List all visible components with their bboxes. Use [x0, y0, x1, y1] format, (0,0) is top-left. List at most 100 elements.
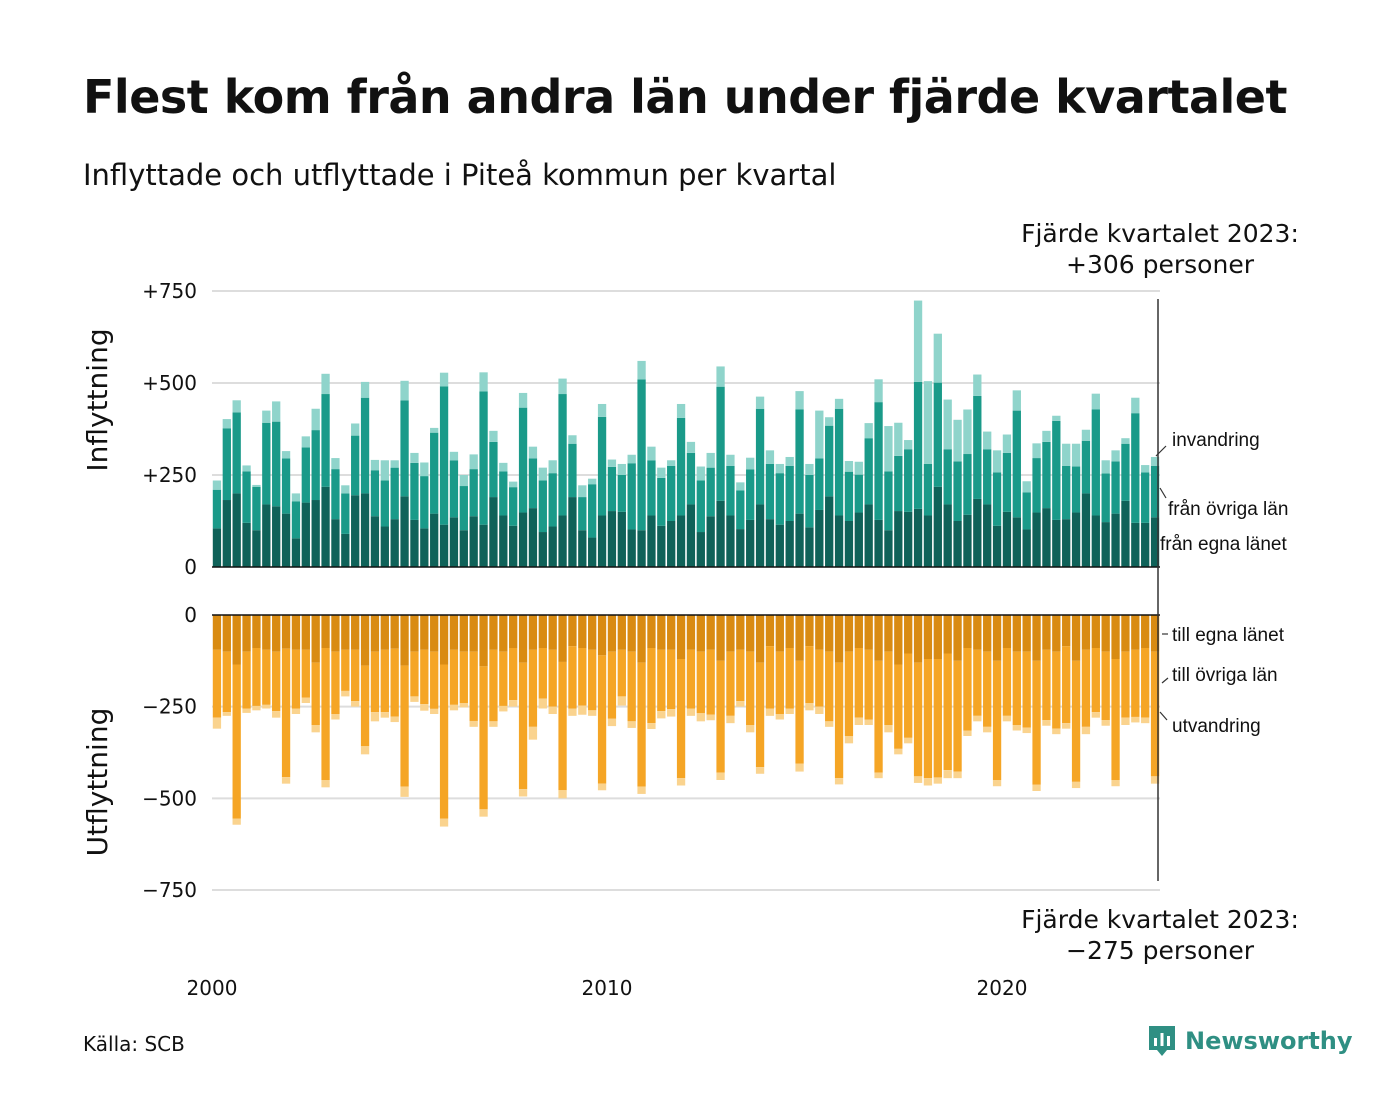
outflow-bar-segment: [874, 615, 883, 661]
inflow-bar-segment: [943, 449, 952, 505]
inflow-bar-segment: [864, 423, 873, 439]
outflow-annotation-line1: Fjärde kvartalet 2023:: [1021, 905, 1299, 934]
inflow-bar-segment: [351, 423, 360, 436]
inflow-bar-segment: [746, 469, 755, 520]
outflow-bar-segment: [943, 653, 952, 771]
outflow-bar-segment: [992, 780, 1002, 787]
inflow-bar-segment: [212, 489, 222, 529]
inflow-bar-segment: [390, 467, 399, 520]
inflow-bar-segment: [351, 435, 360, 496]
outflow-bar-segment: [775, 714, 784, 720]
inflow-bar-segment: [1131, 413, 1140, 523]
outflow-bar-segment: [252, 615, 261, 648]
outflow-bar-segment: [242, 651, 251, 709]
inflow-bar-segment: [647, 460, 656, 516]
outflow-bar-segment: [558, 615, 567, 662]
inflow-bar-segment: [795, 391, 804, 410]
inflow-bar-segment: [785, 521, 794, 567]
inflow-bar-segment: [212, 480, 222, 490]
inflow-bar-segment: [578, 485, 587, 498]
inflow-bar-segment: [459, 530, 468, 567]
inflow-bar-segment: [953, 461, 962, 521]
outflow-bar-segment: [1121, 651, 1130, 718]
inflow-bar-segment: [1121, 500, 1130, 567]
outflow-bar-segment: [1081, 649, 1091, 727]
inflow-bar-segment: [232, 400, 241, 413]
outflow-bar-segment: [518, 615, 528, 663]
outflow-bar-segment: [360, 615, 370, 666]
outflow-bar-segment: [904, 737, 913, 744]
inflow-bar-segment: [1012, 390, 1021, 411]
outflow-bar-segment: [222, 712, 231, 716]
inflow-bar-segment: [657, 477, 666, 526]
outflow-bar-segment: [311, 615, 320, 663]
inflow-bar-segment: [805, 475, 814, 528]
inflow-bar-segment: [884, 530, 893, 567]
inflow-annotation-line2: +306 personer: [1066, 250, 1255, 279]
inflow-bar-segment: [410, 519, 419, 567]
outflow-bar-segment: [923, 778, 933, 786]
outflow-bar-segment: [983, 615, 992, 652]
inflow-bar-segment: [923, 463, 933, 516]
inflow-bar-segment: [420, 462, 429, 477]
outflow-bar-segment: [755, 767, 765, 774]
outflow-bar-segment: [1121, 717, 1130, 725]
outflow-bar-segment: [726, 615, 735, 652]
inflow-bar-segment: [370, 459, 380, 471]
inflow-bar-segment: [943, 504, 952, 567]
inflow-axis-title: Inflyttning: [81, 328, 114, 471]
outflow-bar-segment: [1022, 727, 1031, 734]
inflow-bar-segment: [410, 462, 419, 520]
inflow-bar-segment: [844, 461, 854, 472]
inflow-bar-segment: [963, 514, 972, 567]
inflow-bar-segment: [360, 493, 370, 567]
inflow-bar-segment: [676, 515, 686, 567]
outflow-bar-segment: [548, 649, 557, 707]
outflow-bar-segment: [242, 708, 251, 713]
outflow-bar-segment: [1150, 615, 1160, 652]
outflow-bar-segment: [1071, 615, 1081, 661]
outflow-bar-segment: [459, 703, 468, 708]
inflow-bar-segment: [578, 530, 587, 567]
inflow-bar-segment: [736, 490, 745, 530]
label-fran-egna-lanet: från egna länet: [1160, 534, 1287, 555]
outflow-bar-segment: [1042, 649, 1051, 721]
inflow-bar-segment: [360, 397, 370, 494]
axis-ticks: 0 +250 +500 +750 0 −250 −500 −750 2000 2010 2020: [142, 279, 1027, 1000]
inflow-bar-segment: [795, 409, 804, 514]
outflow-bar-segment: [894, 615, 903, 665]
inflow-bar-segment: [518, 512, 528, 567]
outflow-bar-segment: [795, 763, 804, 772]
outflow-bar-segment: [755, 662, 765, 768]
inflow-bar-segment: [1150, 465, 1160, 518]
outflow-bar-segment: [775, 615, 784, 652]
outflow-bar-segment: [1141, 648, 1150, 718]
inflow-bar-segment: [1022, 492, 1031, 530]
outflow-bar-segment: [528, 649, 538, 727]
inflow-bar-segment: [894, 422, 903, 456]
inflow-bar-segment: [913, 381, 923, 509]
inflow-bar-segment: [775, 524, 784, 567]
outflow-y-tick-label: −500: [142, 786, 197, 810]
inflow-bar-segment: [834, 398, 844, 409]
inflow-bar-segment: [686, 452, 696, 505]
outflow-bar-segment: [854, 615, 863, 648]
inflow-bar-segment: [1081, 429, 1091, 441]
outflow-bar-segment: [884, 615, 893, 652]
inflow-bar-segment: [637, 530, 646, 567]
inflow-bar-segment: [420, 476, 429, 529]
inflow-bar-segment: [1052, 415, 1061, 421]
outflow-bar-segment: [420, 615, 429, 650]
outflow-bar-segment: [607, 615, 617, 652]
outflow-bar-segment: [489, 721, 498, 727]
outflow-bar-segment: [262, 649, 271, 705]
inflow-bar-segment: [568, 443, 577, 498]
inflow-bar-segment: [469, 454, 478, 470]
outflow-bar-segment: [617, 615, 626, 650]
inflow-bar-segment: [252, 484, 261, 487]
inflow-bar-segment: [301, 436, 310, 448]
outflow-bar-segment: [232, 615, 241, 665]
inflow-bar-segment: [746, 519, 755, 567]
inflow-bar-segment: [874, 379, 883, 403]
outflow-bar-segment: [1091, 615, 1100, 648]
